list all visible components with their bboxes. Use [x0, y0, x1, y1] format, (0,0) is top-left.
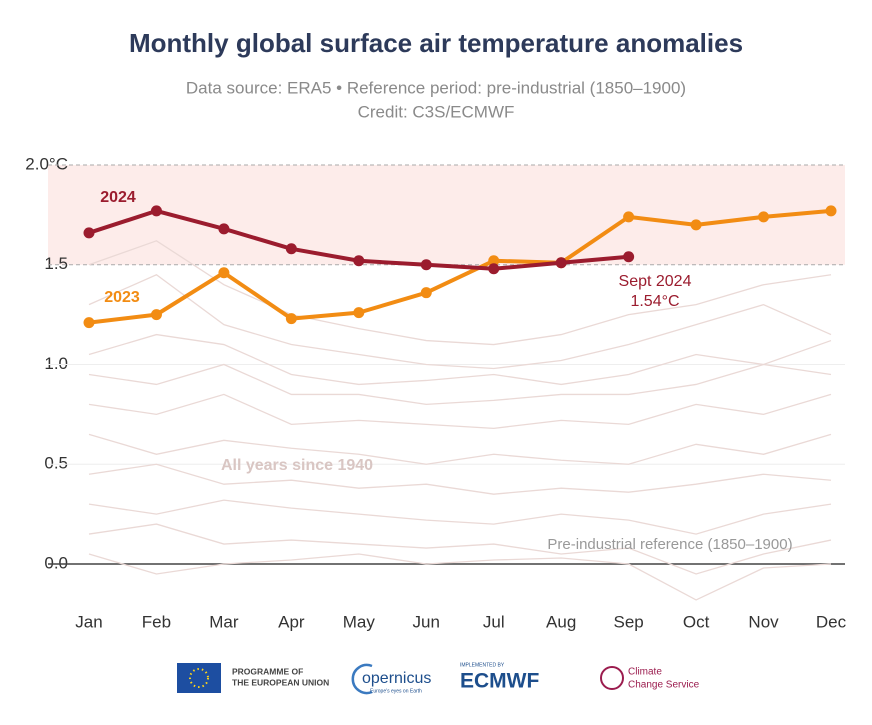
footer: PROGRAMME OF THE EUROPEAN UNION opernicu… [177, 662, 700, 694]
point [218, 223, 230, 235]
annotation: Pre-industrial reference (1850–1900) [547, 536, 792, 553]
footer-text: Change Service [628, 680, 700, 691]
x-tick-label: Feb [142, 612, 171, 631]
background-line [88, 523, 832, 575]
footer-text: THE EUROPEAN UNION [232, 677, 329, 687]
x-tick-label: Oct [683, 612, 710, 631]
background-line [88, 463, 832, 495]
footer-text: opernicus [362, 670, 431, 687]
footer-text: ECMWF [460, 670, 539, 693]
y-tick-label: 1.0 [44, 354, 68, 373]
background-line [88, 273, 832, 370]
subtitle: Data source: ERA5 • Reference period: pr… [186, 78, 686, 97]
y-tick-label: 0.0 [44, 553, 68, 572]
series-label: 2024 [100, 189, 136, 206]
point [353, 255, 365, 267]
x-tick-label: Jan [75, 612, 102, 631]
point [623, 251, 635, 263]
point [83, 317, 95, 329]
point [285, 243, 297, 255]
c3s-logo [600, 666, 624, 690]
background-line [88, 553, 832, 601]
chart-title: Monthly global surface air temperature a… [129, 28, 743, 58]
background-line [88, 363, 832, 406]
point [83, 227, 95, 239]
point [623, 211, 635, 223]
eu-stars [189, 668, 209, 688]
point [690, 219, 702, 231]
footer-text: Climate [628, 667, 662, 678]
y-tick-label: 2.0°C [25, 154, 68, 173]
eu-flag [177, 663, 221, 693]
x-tick-label: Dec [816, 612, 847, 631]
background-line [88, 333, 832, 386]
series-line [88, 208, 832, 325]
copernicus-logo [351, 663, 373, 695]
annotation: Sept 2024 [619, 273, 692, 290]
point [150, 309, 162, 321]
subtitle: Credit: C3S/ECMWF [358, 102, 515, 121]
annotation: All years since 1940 [221, 457, 373, 474]
point [353, 307, 365, 319]
point [488, 263, 500, 275]
x-tick-label: Apr [278, 612, 305, 631]
shaded-band [48, 165, 845, 265]
series-label: 2023 [104, 289, 140, 306]
footer-text: PROGRAMME OF [232, 666, 303, 676]
point [488, 255, 500, 267]
background-line [88, 433, 832, 465]
point [758, 211, 770, 223]
y-tick-label: 1.5 [44, 254, 68, 273]
x-tick-label: Jul [483, 612, 505, 631]
point [555, 257, 567, 269]
x-tick-label: Aug [546, 612, 576, 631]
point [825, 205, 837, 217]
background-line [88, 499, 832, 535]
x-tick-label: Mar [209, 612, 239, 631]
annotation: 1.54°C [630, 293, 679, 310]
x-tick-label: Jun [413, 612, 440, 631]
point [218, 267, 230, 279]
footer-text: Europe's eyes on Earth [370, 688, 422, 694]
x-tick-label: May [343, 612, 376, 631]
y-tick-label: 0.5 [44, 454, 68, 473]
background-line [88, 393, 832, 429]
point [420, 287, 432, 299]
point [150, 205, 162, 217]
x-tick-label: Nov [748, 612, 779, 631]
point [285, 313, 297, 325]
x-tick-label: Sep [614, 612, 644, 631]
point [420, 259, 432, 271]
footer-text: IMPLEMENTED BY [460, 662, 505, 668]
